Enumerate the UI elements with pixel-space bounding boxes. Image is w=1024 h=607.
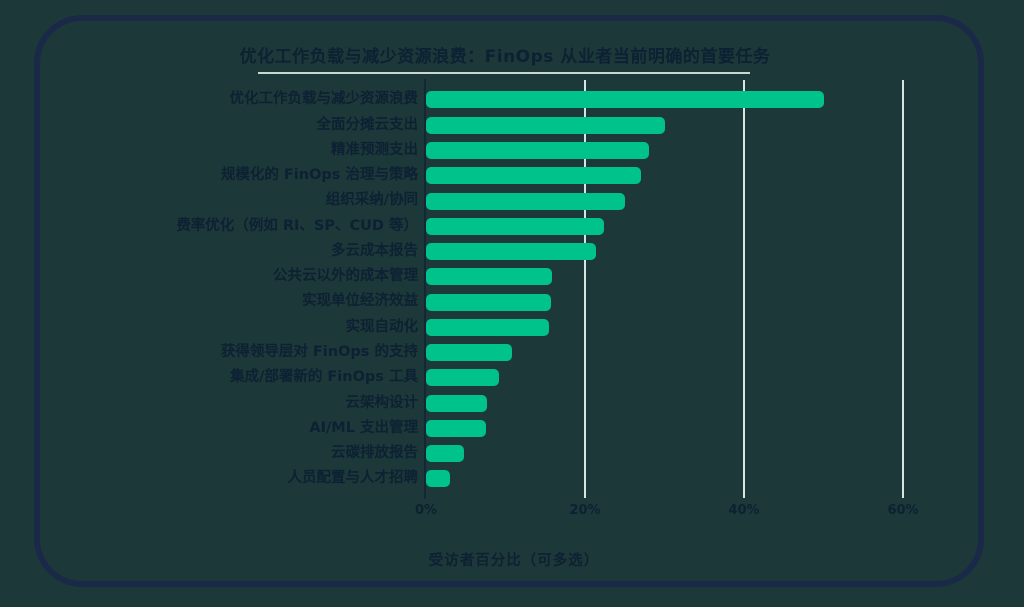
bar (426, 394, 488, 412)
rounded-card-frame (34, 15, 984, 587)
category-label: 多云成本报告 (331, 242, 418, 259)
category-label: 集成/部署新的 FinOps 工具 (230, 369, 418, 386)
x-tick-label: 60% (887, 503, 919, 518)
chart-title: 优化工作负载与减少资源浪费：FinOps 从业者当前明确的首要任务 (239, 47, 771, 67)
title-underline (258, 72, 750, 74)
category-label: 实现自动化 (345, 318, 419, 335)
category-label: 公共云以外的成本管理 (273, 268, 418, 285)
bar (426, 217, 605, 235)
bar (426, 141, 649, 159)
bar (426, 470, 450, 488)
category-label: 精准预测支出 (331, 141, 418, 158)
bar (426, 344, 512, 362)
gridline-20% (584, 80, 586, 498)
bar (426, 369, 500, 387)
category-label: 规模化的 FinOps 治理与策略 (220, 167, 418, 184)
category-label: 组织采纳/协同 (325, 192, 418, 209)
gridline-60% (902, 80, 904, 498)
bar (426, 192, 625, 210)
category-label: 云架构设计 (345, 394, 419, 411)
category-label: 费率优化（例如 RI、SP、CUD 等） (176, 217, 418, 234)
x-tick-label: 40% (728, 503, 760, 518)
bar (426, 445, 465, 463)
category-label: 获得领导层对 FinOps 的支持 (220, 344, 418, 360)
bar (426, 167, 641, 185)
bar (426, 293, 551, 311)
category-label: 实现单位经济效益 (302, 293, 418, 310)
bar (426, 419, 486, 437)
x-tick-label: 20% (569, 503, 601, 518)
category-label: 云碳排放报告 (331, 445, 418, 462)
category-label: AI/ML 支出管理 (309, 419, 418, 436)
bar (426, 116, 665, 134)
category-label: 人员配置与人才招聘 (287, 470, 419, 487)
gridline-40% (743, 80, 745, 498)
category-label: 优化工作负载与减少资源浪费 (229, 91, 419, 108)
bar (426, 318, 550, 336)
x-axis-title: 受访者百分比（可多选） (428, 553, 600, 569)
bar (426, 243, 597, 261)
bar (426, 268, 553, 286)
bar (426, 91, 824, 109)
category-label: 全面分摊云支出 (316, 116, 419, 133)
y-axis-line (424, 79, 426, 499)
x-tick-label: 0% (414, 503, 438, 518)
